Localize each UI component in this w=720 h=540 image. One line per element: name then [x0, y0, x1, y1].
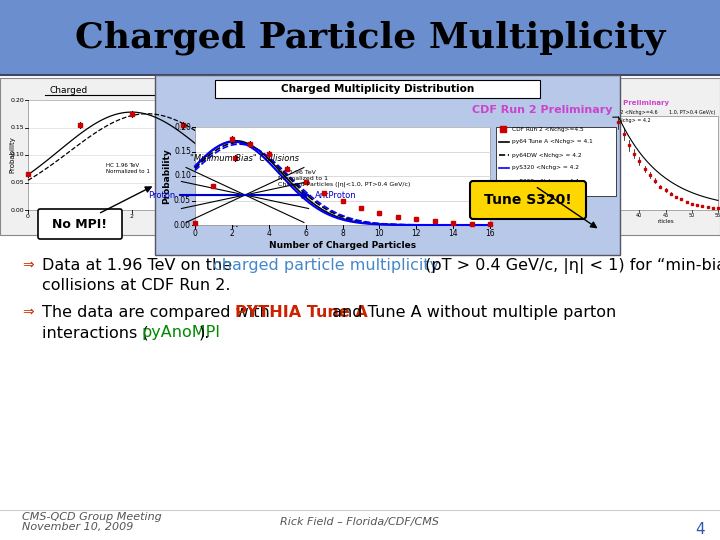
Text: 16: 16: [485, 229, 495, 238]
Text: AntProton: AntProton: [315, 191, 356, 199]
Text: Rick Field – Florida/CDF/CMS: Rick Field – Florida/CDF/CMS: [281, 517, 439, 527]
Text: 0.00: 0.00: [10, 207, 24, 213]
Bar: [215, 80, 540, 98]
Text: 0.15: 0.15: [174, 147, 191, 156]
Text: Data at 1.96 TeV on the: Data at 1.96 TeV on the: [42, 258, 238, 273]
Text: Tune S320!: Tune S320!: [484, 193, 572, 207]
Text: 0.05: 0.05: [174, 196, 191, 205]
Text: 1.0, PT>0.4 GeV/c): 1.0, PT>0.4 GeV/c): [669, 110, 715, 115]
Bar: [195, 127, 490, 225]
Text: CDF Run 2 <Nchg>=4.5: CDF Run 2 <Nchg>=4.5: [512, 126, 584, 132]
Text: Number of Charged Particles: Number of Charged Particles: [269, 241, 416, 250]
Text: 0.00: 0.00: [174, 220, 191, 230]
Text: CMS-QCD Group Meeting: CMS-QCD Group Meeting: [22, 512, 162, 522]
Text: ).: ).: [199, 325, 210, 340]
Text: collisions at CDF Run 2.: collisions at CDF Run 2.: [42, 278, 230, 293]
Text: No MPI!: No MPI!: [53, 218, 107, 231]
Text: Probability: Probability: [163, 148, 171, 204]
Text: pyP329 <Nchg> = 4.4: pyP329 <Nchg> = 4.4: [512, 179, 579, 184]
Text: interactions (: interactions (: [42, 325, 148, 340]
Text: 4: 4: [696, 522, 705, 537]
Text: yS320 <Nchg> = 4.2: yS320 <Nchg> = 4.2: [598, 118, 651, 123]
Text: PYTHIA Tune A: PYTHIA Tune A: [235, 305, 367, 320]
FancyBboxPatch shape: [38, 209, 122, 239]
FancyBboxPatch shape: [470, 181, 586, 219]
Text: 0.05: 0.05: [10, 180, 24, 185]
Text: 14: 14: [449, 229, 458, 238]
Text: (pT > 0.4 GeV/c, |η| < 1) for “min-bias”: (pT > 0.4 GeV/c, |η| < 1) for “min-bias”: [420, 258, 720, 274]
Text: 0.10: 0.10: [174, 172, 191, 180]
Text: 0.20: 0.20: [174, 123, 191, 132]
Bar: [28, 100, 235, 210]
Text: ⇒: ⇒: [22, 305, 34, 319]
Text: 6: 6: [303, 229, 308, 238]
Text: 4: 4: [233, 214, 237, 219]
Text: "Minimum Bias" Collisions: "Minimum Bias" Collisions: [191, 154, 300, 163]
Text: 45: 45: [662, 213, 669, 218]
Text: 10: 10: [374, 229, 384, 238]
Text: rticles: rticles: [657, 219, 674, 224]
Text: 0: 0: [26, 214, 30, 219]
Bar: [155, 75, 620, 255]
Text: Charged: Charged: [50, 86, 89, 95]
Text: 50: 50: [688, 213, 695, 218]
Text: 2: 2: [130, 214, 133, 219]
Bar: [613, 116, 718, 210]
Bar: [595, 78, 720, 235]
Text: 55: 55: [715, 213, 720, 218]
Text: Probability: Probability: [9, 137, 15, 173]
Bar: [0, 78, 240, 235]
Text: 12: 12: [412, 229, 421, 238]
Text: CDF Run 2 Preliminary: CDF Run 2 Preliminary: [472, 105, 612, 115]
Text: HC 1.96 TeV
Normalized to 1
Charged Particles (|η|<1.0, PT>0.4 GeV/c): HC 1.96 TeV Normalized to 1 Charged Part…: [278, 170, 410, 187]
Text: ⇒: ⇒: [22, 258, 34, 272]
Text: and Tune A without multiple parton: and Tune A without multiple parton: [327, 305, 616, 320]
Text: 0.15: 0.15: [10, 125, 24, 130]
Text: 2: 2: [230, 229, 234, 238]
Text: 40: 40: [636, 213, 642, 218]
Text: py64DW <Nchg> = 4.2: py64DW <Nchg> = 4.2: [512, 152, 582, 158]
Text: 0: 0: [192, 229, 197, 238]
Text: pyS320 <Nchg> = 4.2: pyS320 <Nchg> = 4.2: [512, 165, 579, 171]
Text: HC 1.96 TeV
Normalized to 1: HC 1.96 TeV Normalized to 1: [106, 163, 150, 174]
Text: Run 2 Preliminary: Run 2 Preliminary: [598, 100, 669, 106]
Text: N: N: [233, 222, 238, 228]
Text: 8: 8: [340, 229, 345, 238]
Text: CDF Run 2 <Nchg>=4.6: CDF Run 2 <Nchg>=4.6: [598, 110, 657, 115]
Text: ution: ution: [598, 86, 619, 95]
Text: The data are compared with: The data are compared with: [42, 305, 275, 320]
Bar: [0, 0, 720, 75]
Bar: [496, 127, 616, 196]
Text: pyAnoMPI: pyAnoMPI: [142, 325, 221, 340]
Text: charged particle multiplicity: charged particle multiplicity: [213, 258, 439, 273]
Text: 0.10: 0.10: [10, 152, 24, 158]
Text: Charged Multiplicity Distribution: Charged Multiplicity Distribution: [281, 84, 474, 94]
Text: py64 Tune A <Nchg> = 4.1: py64 Tune A <Nchg> = 4.1: [512, 139, 593, 145]
Text: November 10, 2009: November 10, 2009: [22, 522, 133, 532]
Text: Charged Particle Multiplicity: Charged Particle Multiplicity: [75, 20, 665, 55]
Text: 0.20: 0.20: [10, 98, 24, 103]
Text: 4: 4: [266, 229, 271, 238]
Text: Proton: Proton: [148, 191, 175, 199]
